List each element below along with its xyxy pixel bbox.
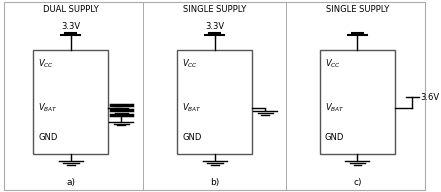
- Polygon shape: [33, 50, 108, 154]
- Text: GND: GND: [38, 133, 58, 142]
- Text: c): c): [353, 178, 362, 187]
- Text: SINGLE SUPPLY: SINGLE SUPPLY: [326, 5, 389, 14]
- Text: $V_{CC}$: $V_{CC}$: [182, 58, 198, 70]
- Text: $V_{BAT}$: $V_{BAT}$: [325, 102, 345, 114]
- Text: 3.6V: 3.6V: [420, 93, 439, 102]
- Text: $V_{CC}$: $V_{CC}$: [38, 58, 54, 70]
- Polygon shape: [320, 50, 395, 154]
- Text: a): a): [67, 178, 75, 187]
- Polygon shape: [177, 50, 252, 154]
- Text: DUAL SUPPLY: DUAL SUPPLY: [43, 5, 99, 14]
- Text: GND: GND: [325, 133, 344, 142]
- Text: 3.3V: 3.3V: [61, 22, 80, 31]
- Text: b): b): [210, 178, 220, 187]
- Text: $V_{BAT}$: $V_{BAT}$: [182, 102, 202, 114]
- Text: SINGLE SUPPLY: SINGLE SUPPLY: [183, 5, 247, 14]
- Text: 3.3V: 3.3V: [205, 22, 224, 31]
- Text: GND: GND: [182, 133, 202, 142]
- Text: $V_{CC}$: $V_{CC}$: [325, 58, 341, 70]
- Text: $V_{BAT}$: $V_{BAT}$: [38, 102, 58, 114]
